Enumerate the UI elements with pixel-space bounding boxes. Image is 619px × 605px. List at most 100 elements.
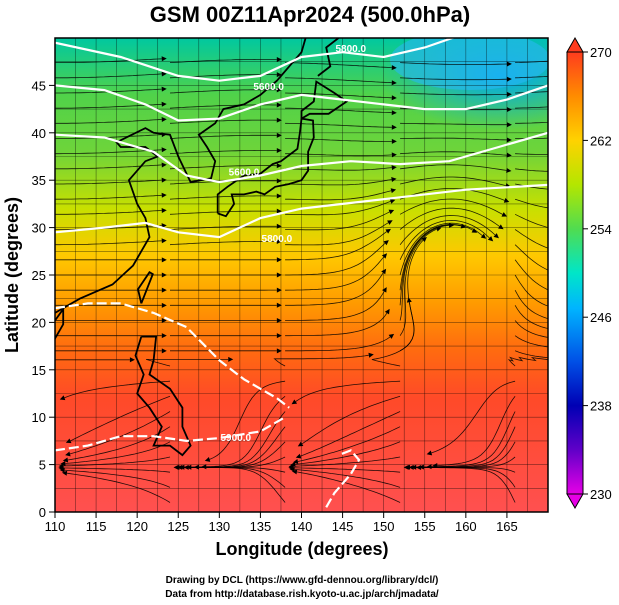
streamline-arrow	[179, 464, 185, 470]
streamline	[514, 350, 548, 359]
streamline	[63, 456, 171, 467]
streamline	[285, 122, 392, 128]
streamline-arrow	[506, 167, 512, 173]
colorbar-lower-arrow	[566, 493, 584, 510]
coastline	[317, 38, 340, 77]
streamline-arrow	[614, 276, 619, 281]
streamline	[514, 335, 548, 348]
streamline-arrow	[418, 464, 424, 470]
streamline-arrow	[411, 464, 417, 470]
streamline-arrow	[161, 147, 167, 153]
height-contour	[325, 449, 361, 508]
x-tick-label: 120	[126, 519, 148, 534]
streamline-arrow	[276, 333, 282, 339]
streamline-arrow	[161, 192, 167, 198]
coastline	[137, 271, 154, 304]
streamline	[285, 256, 385, 291]
streamline	[169, 165, 277, 170]
height-contour	[55, 183, 548, 239]
streamline	[285, 77, 392, 84]
streamline	[514, 244, 548, 271]
streamline-arrow	[161, 348, 167, 354]
streamline	[400, 137, 507, 141]
streamline	[169, 119, 277, 124]
y-tick-label: 0	[39, 505, 46, 520]
streamline-arrow	[291, 469, 298, 475]
x-tick-label: 110	[45, 519, 66, 534]
streamline	[515, 168, 548, 172]
streamline	[285, 272, 384, 306]
streamline	[169, 210, 277, 215]
streamline	[285, 62, 392, 68]
streamline	[400, 164, 507, 171]
streamline	[399, 215, 496, 245]
streamline-arrow	[295, 453, 302, 459]
streamline	[66, 472, 171, 503]
streamline	[285, 312, 388, 337]
plot-area: 5800.0 5600.0 5600.0 5800.0 5900.0	[55, 38, 619, 512]
streamline	[515, 75, 548, 79]
coastline	[55, 38, 307, 314]
streamline-arrow	[59, 467, 65, 473]
streamline-arrow	[276, 102, 282, 108]
height-contour	[55, 131, 548, 184]
streamline-arrow	[161, 257, 167, 263]
streamline-arrow	[276, 302, 282, 308]
y-tick-label: 30	[32, 221, 46, 236]
streamline	[285, 190, 392, 201]
streamline	[285, 291, 385, 321]
streamline-arrow	[161, 116, 167, 122]
streamline-arrow	[506, 137, 512, 143]
streamline	[285, 336, 391, 352]
streamline	[399, 224, 473, 291]
y-tick-label: 10	[32, 410, 46, 425]
streamline	[206, 395, 286, 468]
streamline-arrow	[506, 76, 512, 82]
x-tick-label: 160	[455, 519, 477, 534]
streamline	[295, 441, 401, 465]
streamline-arrow	[161, 86, 167, 92]
streamline	[515, 137, 548, 139]
colorbar-tick-label: 246	[590, 310, 612, 325]
streamline-arrow	[506, 107, 512, 113]
streamline-arrow	[276, 147, 282, 153]
streamline	[301, 395, 401, 445]
streamline-arrow	[506, 91, 512, 97]
x-tick-label: 130	[208, 519, 230, 534]
streamline-arrow	[389, 199, 396, 204]
streamline-arrow	[612, 295, 617, 300]
streamline-arrow	[186, 464, 192, 470]
height-contour	[55, 416, 286, 452]
contour-label: 5600.0	[229, 167, 260, 178]
streamline-arrow	[276, 56, 282, 62]
streamline-arrow	[161, 71, 167, 77]
streamline-arrow	[391, 65, 397, 71]
colorbar-ticks: 230 238 246 254 262 270	[583, 45, 612, 502]
streamline	[507, 356, 548, 367]
y-tick-label: 15	[32, 363, 46, 378]
streamline-arrow	[292, 459, 299, 464]
streamline	[293, 467, 401, 473]
coastline	[55, 306, 65, 340]
x-tick-label: 150	[373, 519, 395, 534]
streamline-arrow	[426, 464, 432, 470]
x-tick-label: 155	[414, 519, 436, 534]
streamline-arrow	[161, 207, 167, 213]
streamline	[55, 119, 162, 124]
colorbar-bar	[566, 51, 584, 495]
streamline-arrow	[291, 399, 298, 405]
chart-title: GSM 00Z11Apr2024 (500.0hPa)	[150, 2, 470, 27]
streamline	[169, 225, 277, 230]
colorbar-upper-arrow	[566, 36, 584, 53]
streamline	[293, 456, 401, 467]
streamline-arrow	[161, 162, 167, 168]
streamline-arrow	[59, 395, 66, 401]
streamline-arrow	[62, 457, 69, 463]
streamline	[209, 380, 286, 460]
streamline	[515, 121, 548, 124]
colorbar-tick-label: 238	[590, 399, 612, 414]
y-tick-label: 25	[32, 268, 46, 283]
streamline	[285, 231, 388, 261]
streamline-arrow	[493, 233, 499, 239]
